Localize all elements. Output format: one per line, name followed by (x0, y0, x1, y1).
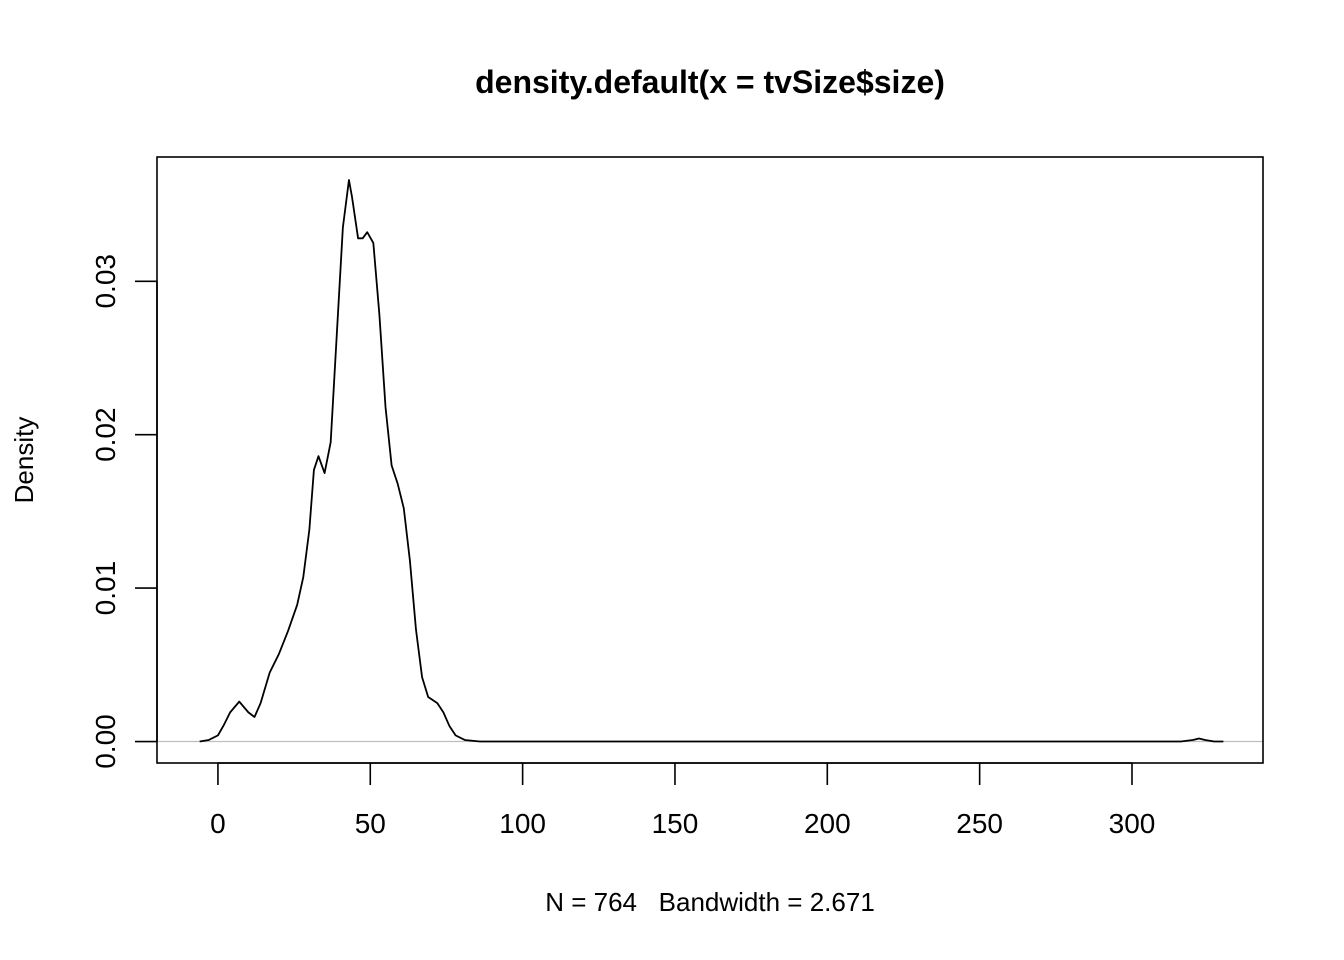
y-tick-label: 0.00 (90, 714, 121, 769)
y-tick-label: 0.02 (90, 407, 121, 462)
x-tick-label: 100 (499, 808, 546, 839)
x-tick-label: 200 (804, 808, 851, 839)
x-axis-label: N = 764 Bandwidth = 2.671 (545, 887, 875, 917)
y-axis: 0.00 0.01 0.02 0.03 (90, 254, 158, 769)
y-tick-label: 0.01 (90, 561, 121, 616)
x-axis: 0 50 100 150 200 250 300 (210, 762, 1156, 839)
y-axis-label: Density (9, 417, 39, 504)
x-tick-label: 150 (652, 808, 699, 839)
density-curve (199, 179, 1224, 743)
x-tick-label: 0 (210, 808, 226, 839)
x-tick-label: 50 (355, 808, 386, 839)
y-tick-label: 0.03 (90, 254, 121, 309)
x-tick-label: 250 (956, 808, 1003, 839)
plot-frame (156, 156, 1264, 764)
x-tick-label: 300 (1109, 808, 1156, 839)
chart-title: density.default(x = tvSize$size) (475, 64, 945, 100)
